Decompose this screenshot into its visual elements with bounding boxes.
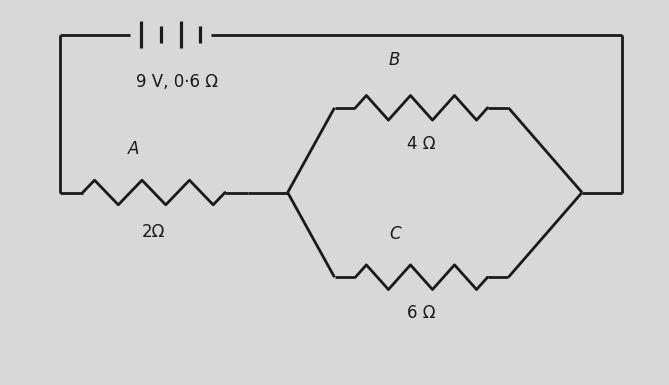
Text: 6 Ω: 6 Ω [407,304,436,322]
Text: 9 V, 0·6 Ω: 9 V, 0·6 Ω [136,73,218,91]
Text: C: C [389,224,401,243]
Text: B: B [389,51,401,69]
Text: 2Ω: 2Ω [142,223,165,241]
Text: 4 Ω: 4 Ω [407,135,436,153]
Text: A: A [128,140,140,158]
